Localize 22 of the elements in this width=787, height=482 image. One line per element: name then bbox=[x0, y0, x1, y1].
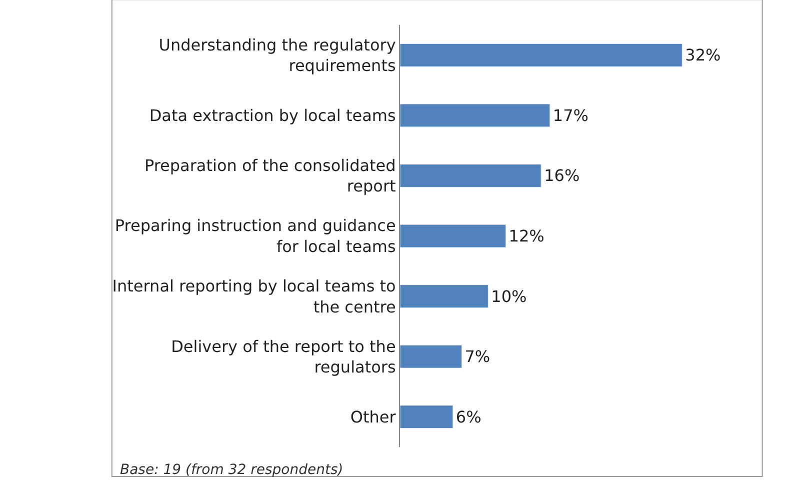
bar bbox=[400, 284, 488, 308]
y-tick-label: Internal reporting by local teams to the centre bbox=[112, 276, 396, 316]
y-tick-label: Preparing instruction and guidance for local teams bbox=[114, 216, 396, 256]
bar bbox=[400, 104, 550, 128]
y-tick-label: Other bbox=[350, 407, 396, 426]
data-label: 12% bbox=[508, 226, 544, 246]
y-tick-label: Preparation of the consolidated report bbox=[144, 156, 396, 196]
bar bbox=[400, 164, 542, 188]
bar bbox=[400, 43, 682, 67]
bar bbox=[400, 344, 462, 368]
y-tick-label: Understanding the regulatory requirements bbox=[158, 35, 396, 76]
bar bbox=[400, 224, 506, 248]
data-label: 17% bbox=[552, 106, 588, 125]
data-label: 7% bbox=[464, 347, 490, 366]
y-tick-label: Delivery of the report to the regulators bbox=[171, 336, 396, 377]
data-label: 10% bbox=[491, 286, 527, 306]
data-label: 16% bbox=[544, 166, 580, 186]
data-label: 6% bbox=[456, 407, 482, 426]
data-label: 32% bbox=[685, 46, 721, 65]
text: Base: 19 (from 32 respondents) bbox=[120, 462, 344, 478]
y-tick-label: Data extraction by local teams bbox=[149, 106, 396, 126]
bar bbox=[400, 405, 454, 429]
